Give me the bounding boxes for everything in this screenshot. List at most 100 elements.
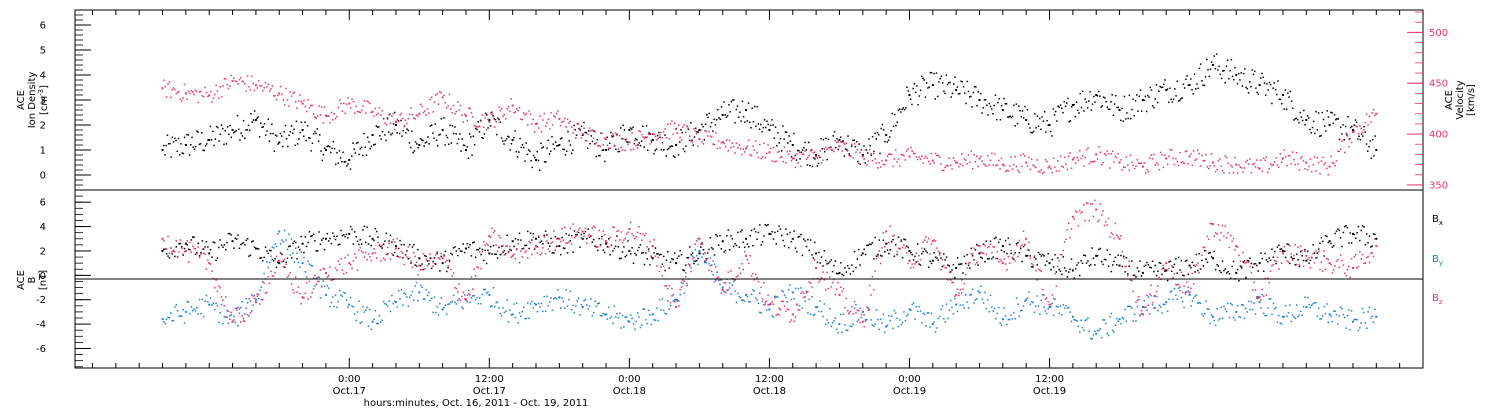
- velocity-sample: [584, 140, 587, 142]
- ion-density-sample: [516, 156, 519, 158]
- bx-sample: [840, 262, 842, 264]
- by-sample: [708, 263, 710, 265]
- bx-sample: [1089, 263, 1092, 266]
- ion-density-sample: [1260, 77, 1262, 79]
- by-point: [558, 296, 561, 299]
- velocity-sample: [936, 154, 938, 157]
- velocity-sample: [200, 90, 202, 93]
- ion-density-sample: [1057, 105, 1059, 108]
- bx-sample: [1370, 246, 1372, 248]
- bz-sample: [844, 307, 846, 309]
- ion-density-sample: [703, 138, 706, 141]
- velocity-sample: [824, 146, 827, 149]
- bz-sample: [734, 279, 736, 281]
- by-sample: [904, 319, 907, 322]
- by-sample: [671, 295, 673, 297]
- by-sample: [299, 266, 301, 269]
- velocity-sample: [965, 159, 967, 161]
- bx-sample: [1341, 245, 1343, 248]
- by-sample: [966, 301, 968, 304]
- by-sample: [901, 321, 904, 324]
- bx-sample: [826, 263, 828, 265]
- bz-sample: [1194, 265, 1196, 268]
- velocity-sample: [1335, 160, 1338, 162]
- bz-sample: [1102, 210, 1104, 212]
- bx-sample: [1247, 260, 1250, 262]
- velocity-sample: [386, 118, 389, 121]
- bz-sample: [555, 238, 558, 240]
- velocity-sample: [274, 95, 276, 97]
- bz-sample: [1057, 265, 1059, 268]
- bx-sample: [1371, 245, 1373, 247]
- bz-sample: [1202, 246, 1205, 249]
- ion-density-sample: [954, 76, 956, 78]
- velocity-sample: [1231, 166, 1233, 168]
- by-sample: [1000, 324, 1003, 326]
- ion-density-sample: [504, 139, 507, 142]
- by-sample: [332, 296, 334, 298]
- velocity-sample: [627, 143, 629, 146]
- bx-sample: [1000, 249, 1003, 252]
- ion-density-sample: [600, 132, 602, 135]
- velocity-sample: [610, 134, 613, 137]
- by-sample: [473, 294, 475, 297]
- bx-sample: [336, 235, 338, 238]
- bz-sample: [724, 291, 727, 294]
- bx-point: [348, 232, 351, 235]
- bz-sample: [579, 227, 581, 229]
- bz-sample: [377, 241, 379, 244]
- by-sample: [456, 299, 459, 302]
- velocity-point: [838, 145, 841, 148]
- bz-sample: [781, 300, 783, 303]
- bx-sample: [451, 253, 453, 256]
- velocity-point: [675, 127, 678, 130]
- by-sample: [1289, 304, 1291, 306]
- ion-density-sample: [669, 146, 671, 148]
- velocity-sample: [211, 101, 213, 103]
- bx-point: [184, 242, 187, 245]
- bx-sample: [262, 259, 264, 262]
- by-sample: [653, 319, 655, 321]
- velocity-sample: [510, 98, 513, 100]
- bx-sample: [1146, 261, 1148, 264]
- by-sample: [812, 314, 815, 317]
- velocity-sample: [1367, 124, 1369, 126]
- bx-sample: [572, 251, 574, 253]
- bx-sample: [786, 233, 789, 236]
- by-sample: [1279, 322, 1281, 324]
- bx-sample: [1313, 252, 1316, 254]
- by-sample: [564, 307, 566, 309]
- bx-point: [161, 249, 164, 252]
- bx-sample: [1077, 262, 1080, 264]
- by-sample: [1339, 306, 1342, 309]
- by-sample: [592, 311, 595, 314]
- velocity-sample: [1019, 154, 1022, 157]
- ion-density-sample: [956, 86, 959, 88]
- velocity-sample: [1059, 155, 1062, 158]
- by-sample: [647, 309, 650, 312]
- ion-density-sample: [171, 136, 174, 139]
- bx-sample: [388, 240, 390, 242]
- ion-density-sample: [191, 136, 193, 139]
- velocity-sample: [1105, 154, 1107, 156]
- ion-density-sample: [857, 160, 859, 163]
- velocity-sample: [1096, 158, 1099, 160]
- ion-density-sample: [258, 135, 261, 138]
- ion-density-sample: [1166, 88, 1169, 90]
- bx-sample: [268, 249, 271, 252]
- ion-density-sample: [839, 136, 842, 138]
- ion-density-sample: [1112, 114, 1115, 116]
- bx-sample: [627, 240, 629, 242]
- by-sample: [772, 316, 775, 318]
- ion-density-sample: [163, 144, 165, 147]
- by-sample: [724, 281, 727, 284]
- by-sample: [256, 293, 259, 295]
- velocity-sample: [973, 153, 975, 156]
- ion-density-sample: [235, 129, 237, 132]
- ion-density-sample: [892, 125, 895, 128]
- bz-sample: [695, 239, 698, 242]
- by-sample: [911, 303, 913, 306]
- by-point: [1328, 313, 1331, 316]
- ion-density-sample: [563, 148, 566, 151]
- velocity-sample: [483, 126, 485, 128]
